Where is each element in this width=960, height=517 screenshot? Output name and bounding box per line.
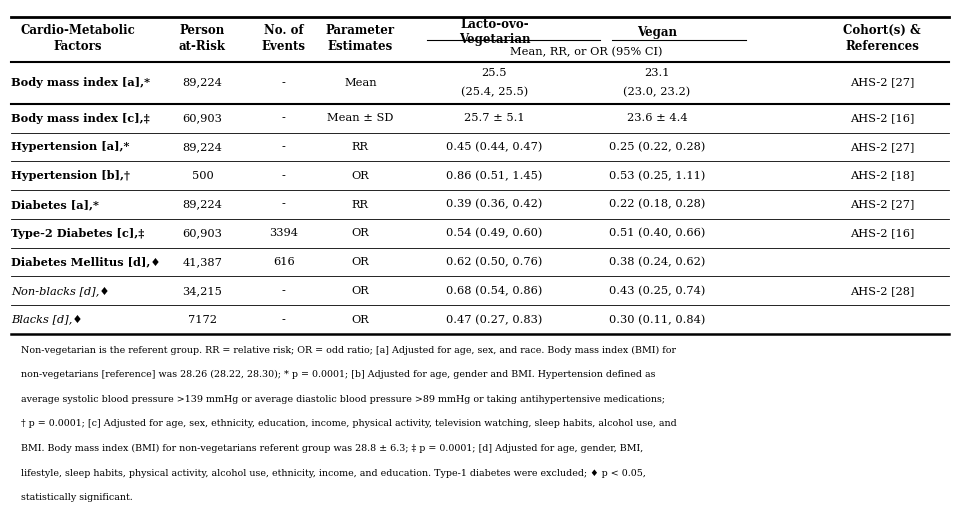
Text: statistically significant.: statistically significant. bbox=[20, 494, 132, 503]
Text: 0.86 (0.51, 1.45): 0.86 (0.51, 1.45) bbox=[446, 171, 542, 181]
Text: 0.39 (0.36, 0.42): 0.39 (0.36, 0.42) bbox=[446, 200, 542, 210]
Text: AHS-2 [16]: AHS-2 [16] bbox=[850, 229, 914, 238]
Text: 0.47 (0.27, 0.83): 0.47 (0.27, 0.83) bbox=[446, 314, 542, 325]
Text: Body mass index [a],*: Body mass index [a],* bbox=[11, 77, 150, 88]
Text: Diabetes Mellitus [d],♦: Diabetes Mellitus [d],♦ bbox=[11, 256, 160, 268]
Text: 0.45 (0.44, 0.47): 0.45 (0.44, 0.47) bbox=[446, 142, 542, 152]
Text: 3394: 3394 bbox=[269, 229, 299, 238]
Text: Events: Events bbox=[262, 40, 306, 53]
Text: Vegetarian: Vegetarian bbox=[459, 34, 530, 47]
Text: Non-blacks [d],♦: Non-blacks [d],♦ bbox=[11, 286, 109, 296]
Text: 500: 500 bbox=[192, 171, 213, 181]
Text: 7172: 7172 bbox=[188, 315, 217, 325]
Text: 0.30 (0.11, 0.84): 0.30 (0.11, 0.84) bbox=[609, 314, 706, 325]
Text: Hypertension [b],†: Hypertension [b],† bbox=[11, 170, 130, 181]
Text: AHS-2 [18]: AHS-2 [18] bbox=[850, 171, 914, 181]
Text: Cardio-Metabolic: Cardio-Metabolic bbox=[20, 24, 135, 37]
Text: 0.51 (0.40, 0.66): 0.51 (0.40, 0.66) bbox=[609, 228, 706, 238]
Text: 25.5: 25.5 bbox=[482, 68, 507, 79]
Text: 0.53 (0.25, 1.11): 0.53 (0.25, 1.11) bbox=[609, 171, 706, 181]
Text: Factors: Factors bbox=[54, 40, 102, 53]
Text: AHS-2 [16]: AHS-2 [16] bbox=[850, 113, 914, 123]
Text: -: - bbox=[282, 286, 286, 296]
Text: No. of: No. of bbox=[264, 24, 303, 37]
Text: BMI. Body mass index (BMI) for non-vegetarians referent group was 28.8 ± 6.3; ‡ : BMI. Body mass index (BMI) for non-veget… bbox=[20, 444, 643, 453]
Text: Mean, RR, or OR (95% CI): Mean, RR, or OR (95% CI) bbox=[511, 47, 663, 57]
Text: Body mass index [c],‡: Body mass index [c],‡ bbox=[11, 113, 150, 124]
Text: † p = 0.0001; [c] Adjusted for age, sex, ethnicity, education, income, physical : † p = 0.0001; [c] Adjusted for age, sex,… bbox=[20, 419, 676, 429]
Text: 0.22 (0.18, 0.28): 0.22 (0.18, 0.28) bbox=[609, 200, 706, 210]
Text: 89,224: 89,224 bbox=[182, 200, 223, 209]
Text: OR: OR bbox=[351, 257, 370, 267]
Text: Parameter: Parameter bbox=[325, 24, 395, 37]
Text: Cohort(s) &: Cohort(s) & bbox=[843, 24, 921, 37]
Text: -: - bbox=[282, 171, 286, 181]
Text: 89,224: 89,224 bbox=[182, 142, 223, 152]
Text: RR: RR bbox=[352, 142, 369, 152]
Text: (23.0, 23.2): (23.0, 23.2) bbox=[623, 87, 690, 97]
Text: Hypertension [a],*: Hypertension [a],* bbox=[11, 142, 130, 153]
Text: Estimates: Estimates bbox=[327, 40, 393, 53]
Text: -: - bbox=[282, 200, 286, 209]
Text: 0.25 (0.22, 0.28): 0.25 (0.22, 0.28) bbox=[609, 142, 706, 152]
Text: AHS-2 [27]: AHS-2 [27] bbox=[850, 200, 914, 209]
Text: 25.7 ± 5.1: 25.7 ± 5.1 bbox=[464, 113, 525, 123]
Text: Lacto-ovo-: Lacto-ovo- bbox=[460, 18, 529, 31]
Text: 41,387: 41,387 bbox=[182, 257, 223, 267]
Text: Person: Person bbox=[180, 24, 225, 37]
Text: Type-2 Diabetes [c],‡: Type-2 Diabetes [c],‡ bbox=[11, 228, 144, 239]
Text: AHS-2 [27]: AHS-2 [27] bbox=[850, 142, 914, 152]
Text: at-Risk: at-Risk bbox=[179, 40, 226, 53]
Text: -: - bbox=[282, 113, 286, 123]
Text: Mean ± SD: Mean ± SD bbox=[327, 113, 394, 123]
Text: AHS-2 [27]: AHS-2 [27] bbox=[850, 78, 914, 88]
Text: 616: 616 bbox=[273, 257, 295, 267]
Text: OR: OR bbox=[351, 286, 370, 296]
Text: non-vegetarians [reference] was 28.26 (28.22, 28.30); * p = 0.0001; [b] Adjusted: non-vegetarians [reference] was 28.26 (2… bbox=[20, 370, 655, 379]
Text: Blacks [d],♦: Blacks [d],♦ bbox=[11, 315, 83, 325]
Text: 23.6 ± 4.4: 23.6 ± 4.4 bbox=[627, 113, 687, 123]
Text: Mean: Mean bbox=[344, 78, 376, 88]
Text: -: - bbox=[282, 142, 286, 152]
Text: OR: OR bbox=[351, 171, 370, 181]
Text: 0.68 (0.54, 0.86): 0.68 (0.54, 0.86) bbox=[446, 286, 542, 296]
Text: RR: RR bbox=[352, 200, 369, 209]
Text: 34,215: 34,215 bbox=[182, 286, 223, 296]
Text: References: References bbox=[845, 40, 919, 53]
Text: AHS-2 [28]: AHS-2 [28] bbox=[850, 286, 914, 296]
Text: 60,903: 60,903 bbox=[182, 229, 223, 238]
Text: lifestyle, sleep habits, physical activity, alcohol use, ethnicity, income, and : lifestyle, sleep habits, physical activi… bbox=[20, 469, 645, 478]
Text: 0.62 (0.50, 0.76): 0.62 (0.50, 0.76) bbox=[446, 257, 542, 267]
Text: 0.54 (0.49, 0.60): 0.54 (0.49, 0.60) bbox=[446, 228, 542, 238]
Text: average systolic blood pressure >139 mmHg or average diastolic blood pressure >8: average systolic blood pressure >139 mmH… bbox=[20, 395, 664, 404]
Text: Diabetes [a],*: Diabetes [a],* bbox=[11, 199, 99, 210]
Text: 0.38 (0.24, 0.62): 0.38 (0.24, 0.62) bbox=[609, 257, 706, 267]
Text: 60,903: 60,903 bbox=[182, 113, 223, 123]
Text: -: - bbox=[282, 315, 286, 325]
Text: OR: OR bbox=[351, 315, 370, 325]
Text: Non-vegetarian is the referent group. RR = relative risk; OR = odd ratio; [a] Ad: Non-vegetarian is the referent group. RR… bbox=[20, 345, 676, 355]
Text: OR: OR bbox=[351, 229, 370, 238]
Text: (25.4, 25.5): (25.4, 25.5) bbox=[461, 87, 528, 97]
Text: 23.1: 23.1 bbox=[644, 68, 670, 79]
Text: 89,224: 89,224 bbox=[182, 78, 223, 88]
Text: 0.43 (0.25, 0.74): 0.43 (0.25, 0.74) bbox=[609, 286, 706, 296]
Text: Vegan: Vegan bbox=[637, 26, 677, 39]
Text: -: - bbox=[282, 78, 286, 88]
